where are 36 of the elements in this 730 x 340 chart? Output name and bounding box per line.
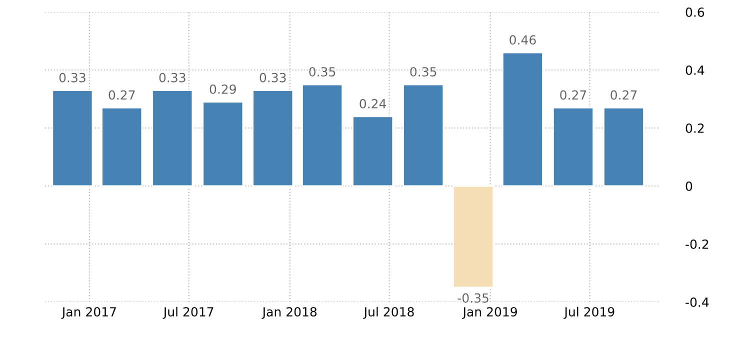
bar: [302, 84, 344, 187]
y-tick-label: 0: [686, 181, 692, 191]
x-tick-label: Jan 2018: [262, 307, 317, 319]
bar: [152, 90, 194, 187]
bar: [603, 107, 644, 187]
bar: [52, 90, 94, 187]
x-tick-label: Jul 2017: [162, 306, 214, 319]
data-label: 0.27: [560, 90, 586, 100]
bar: [502, 52, 544, 187]
y-tick-label: 0.2: [686, 123, 704, 133]
data-label: -0.35: [458, 293, 488, 303]
data-label: 0.33: [159, 72, 186, 82]
bar: [552, 107, 594, 187]
bar: [252, 90, 294, 187]
x-tick-label: Jan 2017: [61, 307, 116, 319]
y-tick-label: -0.2: [686, 239, 708, 249]
y-tick-label: 0.4: [686, 65, 704, 75]
x-tick-label: Jul 2018: [363, 306, 414, 319]
data-label: 0.24: [360, 98, 386, 108]
data-label: 0.46: [510, 35, 536, 45]
bar: [202, 101, 244, 187]
data-label: 0.27: [610, 90, 637, 100]
data-label: 0.33: [59, 72, 86, 82]
data-label: 0.35: [410, 67, 436, 77]
data-label: 0.29: [210, 84, 236, 94]
data-label: 0.33: [260, 72, 286, 82]
bar: [101, 107, 143, 187]
data-label: 0.35: [309, 67, 336, 77]
x-tick-label: Jan 2019: [462, 307, 517, 319]
bar: [402, 84, 444, 187]
bar: [352, 116, 394, 187]
data-label: 0.27: [108, 90, 135, 100]
y-tick-label: -0.4: [686, 297, 709, 307]
y-tick-label: 0.6: [686, 7, 704, 17]
x-tick-label: Jul 2019: [564, 306, 614, 319]
bar: [452, 185, 494, 288]
